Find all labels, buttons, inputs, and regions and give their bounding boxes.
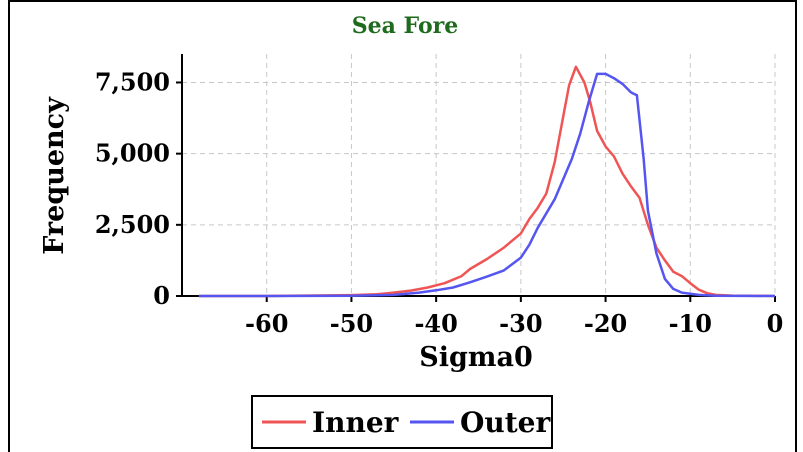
legend-label-outer: Outer xyxy=(460,406,551,439)
grid xyxy=(182,54,776,297)
x-tick-label-6: 0 xyxy=(767,309,784,338)
y-tick-label-2: 5,000 xyxy=(95,139,170,168)
x-tick-label-1: -50 xyxy=(330,309,373,338)
y-tick-label-1: 2,500 xyxy=(95,210,170,239)
x-tick-label-0: -60 xyxy=(245,309,288,338)
y-tick-label-3: 7,500 xyxy=(95,67,170,96)
x-tick-label-5: -10 xyxy=(669,309,712,338)
x-axis-label: Sigma0 xyxy=(419,342,532,373)
y-tick-label-0: 0 xyxy=(153,281,170,310)
chart-frame xyxy=(8,0,797,452)
y-ticks: 0 2,500 5,000 7,500 xyxy=(95,67,182,310)
x-ticks: -60 -50 -40 -30 -20 -10 0 xyxy=(245,296,783,338)
axes xyxy=(181,54,775,297)
series-line-outer xyxy=(198,72,776,298)
legend: Inner Outer xyxy=(251,395,553,449)
x-tick-label-4: -20 xyxy=(584,309,627,338)
series-lines xyxy=(198,65,776,298)
legend-label-inner: Inner xyxy=(312,406,400,439)
x-tick-label-2: -40 xyxy=(414,309,457,338)
y-axis-label: Frequency xyxy=(39,96,70,255)
x-tick-label-3: -30 xyxy=(499,309,542,338)
series-line-inner xyxy=(198,65,776,298)
chart-title: Sea Fore xyxy=(352,13,458,39)
